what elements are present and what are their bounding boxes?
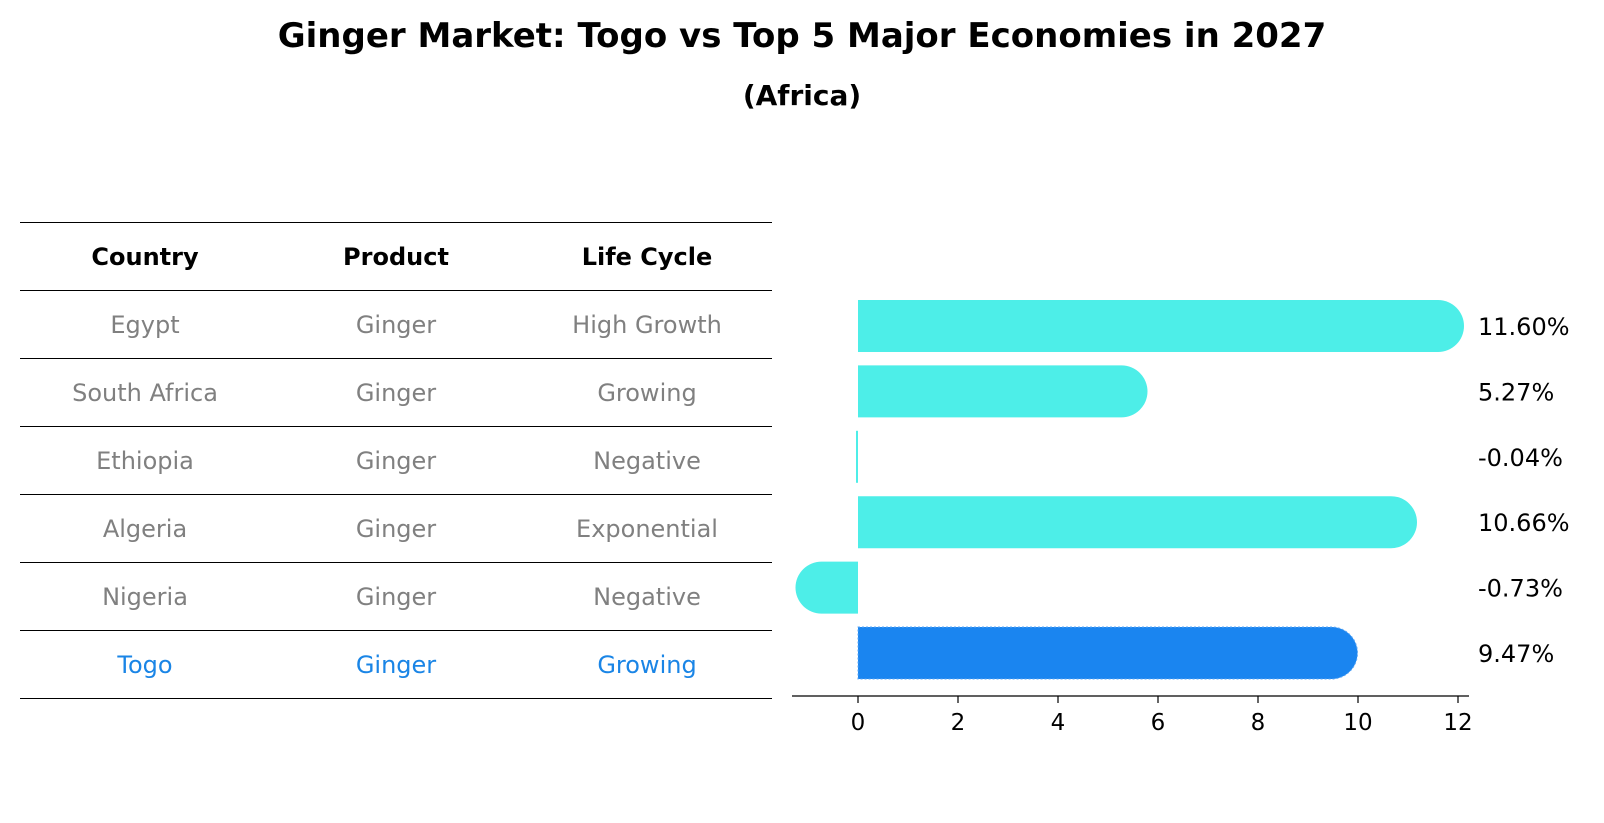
bar-value-label: 11.60% [1478,313,1570,341]
bar-value-label: 10.66% [1478,509,1570,537]
bar-value-label: -0.73% [1478,575,1563,603]
cell-country: Egypt [110,310,180,339]
bar-ethiopia [856,430,858,483]
cell-life-cycle: Negative [593,582,701,611]
table-row: Algeria Ginger Exponential [20,495,772,563]
cell-country: Togo [117,650,173,679]
bar-value-label: 5.27% [1478,378,1554,406]
bar-algeria [858,496,1418,549]
cell-life-cycle: High Growth [572,310,722,339]
cell-life-cycle: Growing [597,650,697,679]
bar-value-label: 9.47% [1478,640,1554,668]
header-country: Country [91,242,199,271]
cell-country: Algeria [102,514,188,543]
table-row-highlight: Togo Ginger Growing [20,631,772,699]
x-tick-label: 10 [1343,710,1372,736]
table-header-row: Country Product Life Cycle [20,222,772,291]
cell-life-cycle: Negative [593,446,701,475]
table-row: South Africa Ginger Growing [20,359,772,427]
cell-product: Ginger [355,514,437,543]
x-tick-label: 12 [1443,710,1472,736]
bar-value-label: -0.04% [1478,444,1563,472]
header-life-cycle: Life Cycle [581,242,713,271]
bar-togo [857,626,1358,680]
bar-south-africa [858,365,1148,418]
chart-subtitle: (Africa) [742,79,862,112]
x-tick-label: 6 [1151,710,1166,736]
data-table: Country Product Life Cycle Egypt Ginger … [20,222,772,699]
cell-life-cycle: Growing [597,378,697,407]
chart-title: Ginger Market: Togo vs Top 5 Major Econo… [277,16,1327,56]
x-tick-label: 0 [851,710,866,736]
cell-product: Ginger [355,650,437,679]
x-tick-label: 2 [951,710,966,736]
cell-product: Ginger [355,446,437,475]
table-row: Egypt Ginger High Growth [20,291,772,359]
header-product: Product [343,242,449,271]
table-row: Ethiopia Ginger Negative [20,427,772,495]
cell-product: Ginger [355,378,437,407]
x-tick-label: 4 [1051,710,1066,736]
cell-product: Ginger [355,310,437,339]
cell-country: South Africa [72,378,218,407]
cell-country: Ethiopia [96,446,194,475]
x-tick-label: 8 [1251,710,1266,736]
cell-life-cycle: Exponential [576,514,718,543]
bar-egypt [858,300,1464,352]
cell-product: Ginger [355,582,437,611]
cell-country: Nigeria [102,582,188,611]
table-row: Nigeria Ginger Negative [20,563,772,631]
bar-nigeria [795,561,858,614]
